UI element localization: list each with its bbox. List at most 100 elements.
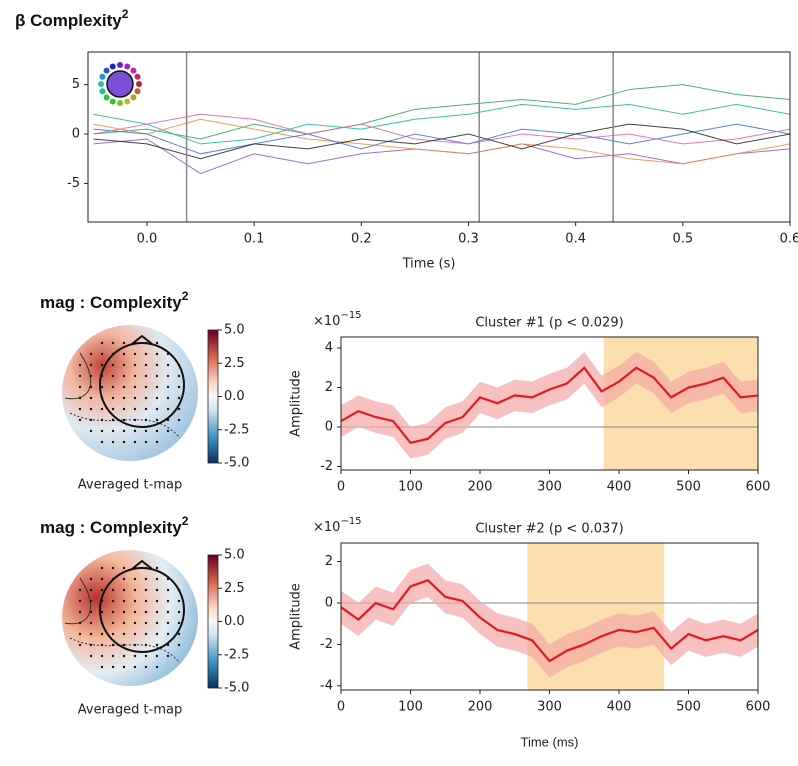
sensor [100, 577, 104, 581]
axes-title: Cluster #1 (p < 0.029) [475, 316, 623, 331]
head-outline [99, 567, 185, 653]
y-tick-label: 2 [325, 554, 333, 569]
sensor [144, 599, 148, 603]
sensor [166, 599, 170, 603]
axes-title: Cluster #2 (p < 0.037) [475, 522, 623, 537]
sensor [100, 396, 104, 400]
sensor [155, 407, 159, 411]
sensor [155, 396, 159, 400]
sensor [89, 396, 93, 400]
x-tick-label: 400 [607, 700, 632, 715]
y-tick-label: 0 [325, 419, 333, 434]
sensor [89, 654, 93, 658]
sensor [122, 440, 126, 444]
sensor-dot [134, 73, 141, 80]
sensor [89, 363, 93, 367]
sensor [111, 440, 115, 444]
mean-line [340, 579, 759, 663]
sensor [166, 407, 170, 411]
sensor [100, 374, 104, 378]
sensor [133, 363, 137, 367]
x-tick-label: 300 [537, 700, 562, 715]
sensor-dot [124, 63, 131, 70]
sensor [111, 588, 115, 592]
sensor [111, 429, 115, 433]
sensor [111, 577, 115, 581]
sensor [166, 352, 170, 356]
colorbar-tick-label: 5.0 [224, 548, 245, 563]
sensor [89, 429, 93, 433]
sensor [166, 643, 170, 647]
sensor [78, 632, 82, 636]
sensor [111, 610, 115, 614]
axes-frame [87, 51, 791, 223]
sensor [144, 621, 148, 625]
y-scale-exponent: −15 [340, 516, 361, 527]
colorbar-tick-label: 0.0 [224, 614, 245, 629]
sensor [100, 363, 104, 367]
channel-line [93, 113, 791, 145]
sensor [144, 396, 148, 400]
sensor [133, 643, 137, 647]
x-tick-label: 0.0 [137, 232, 158, 247]
sensor [155, 577, 159, 581]
contour [64, 352, 92, 400]
sensor [133, 352, 137, 356]
sensor [122, 588, 126, 592]
sensor [177, 588, 181, 592]
sensor [100, 429, 104, 433]
sensor [144, 610, 148, 614]
sensor [155, 385, 159, 389]
sensor [166, 654, 170, 658]
sensor [122, 621, 126, 625]
sensor [122, 577, 126, 581]
y-tick-label: 0 [325, 596, 333, 611]
y-scale: ×10−15 [313, 516, 362, 535]
sensor [89, 374, 93, 378]
sensor [144, 643, 148, 647]
sensor [111, 621, 115, 625]
sensor [122, 396, 126, 400]
head-outline [99, 342, 185, 428]
sensor [122, 643, 126, 647]
sensor [133, 665, 137, 669]
sensor [177, 621, 181, 625]
sensor [133, 341, 137, 345]
sensor [100, 643, 104, 647]
error-band [341, 563, 758, 678]
sensor [177, 396, 181, 400]
sensor [133, 407, 137, 411]
sensor [133, 418, 137, 422]
sensor [78, 418, 82, 422]
sensor [100, 632, 104, 636]
title-main: β Complexity [15, 11, 122, 30]
colorbar-tick-label: 2.5 [224, 581, 245, 596]
sensor [111, 599, 115, 603]
sensor-dot [134, 88, 141, 95]
colorbar-tick-label: -2.5 [224, 422, 249, 437]
sensor [78, 363, 82, 367]
colorbar-tick-label: -5.0 [224, 681, 249, 696]
sensor [166, 385, 170, 389]
sensor [122, 374, 126, 378]
sensor [177, 610, 181, 614]
sensor [155, 566, 159, 570]
y-tick-label: -2 [320, 459, 333, 474]
sensor [89, 407, 93, 411]
sensor [78, 621, 82, 625]
y-tick-label: 5 [72, 77, 80, 92]
sensor-dot [109, 98, 116, 105]
sensor [144, 665, 148, 669]
sensor [78, 407, 82, 411]
title: β Complexity2 [15, 7, 129, 30]
sensor [166, 588, 170, 592]
sensor [166, 418, 170, 422]
colorbar [207, 554, 219, 689]
x-tick-label: 0.4 [565, 232, 586, 247]
sensor [133, 654, 137, 658]
sensor [89, 588, 93, 592]
sensor [100, 599, 104, 603]
sensor [100, 588, 104, 592]
x-tick-label: 0.2 [351, 232, 372, 247]
